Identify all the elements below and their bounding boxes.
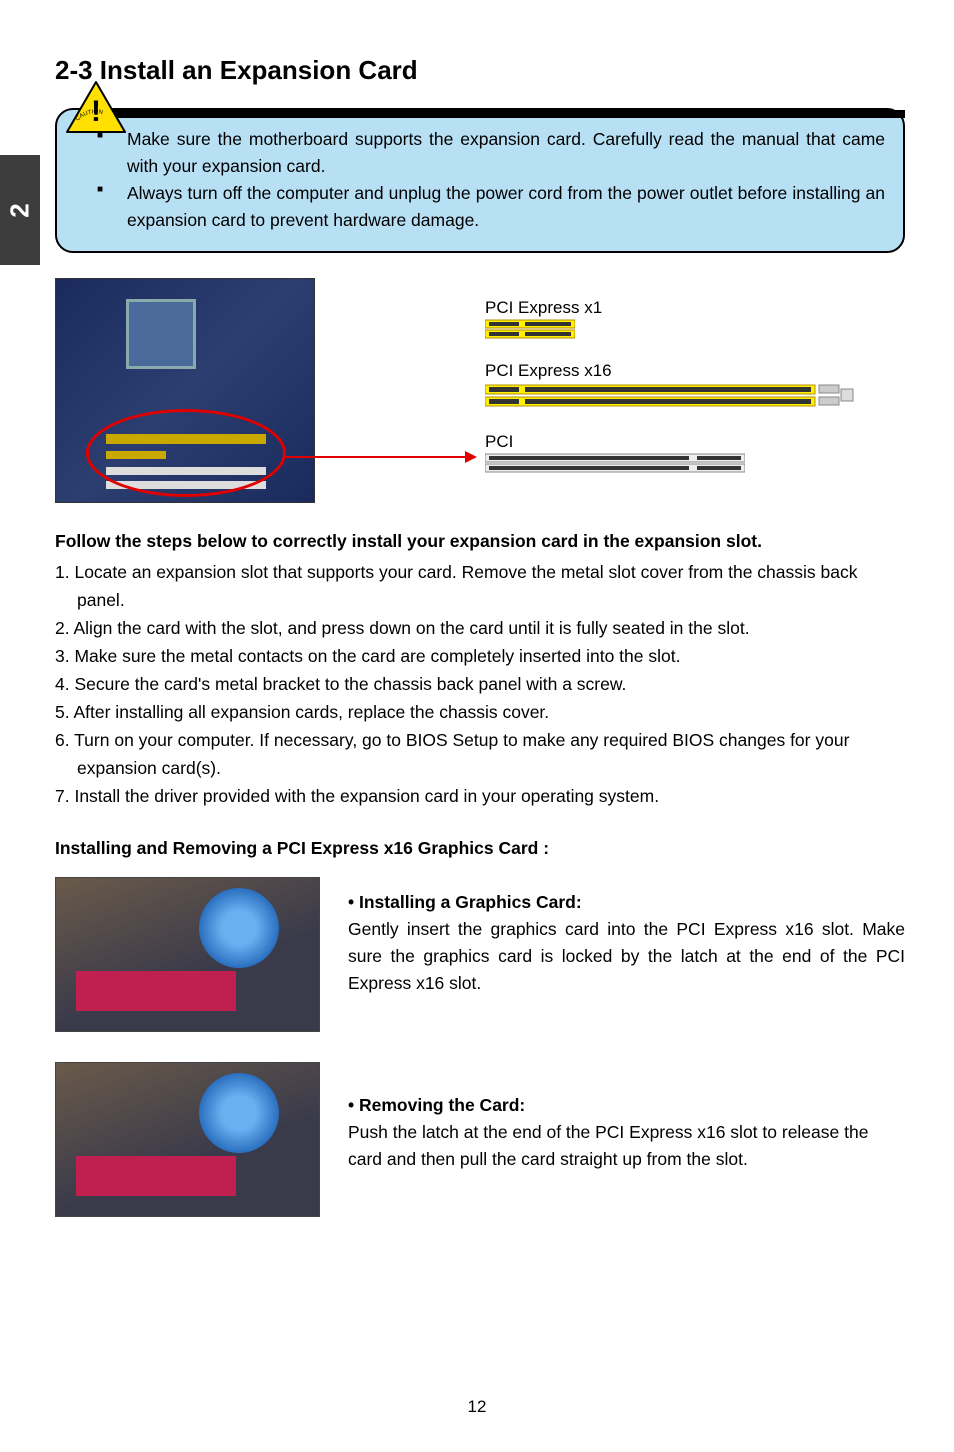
pci-graphic <box>485 452 745 474</box>
step-item: 7. Install the driver provided with the … <box>55 782 905 810</box>
install-steps: 1. Locate an expansion slot that support… <box>55 558 905 810</box>
remove-gfx-text: • Removing the Card: Push the latch at t… <box>348 1062 905 1173</box>
remove-gfx-row: • Removing the Card: Push the latch at t… <box>55 1062 905 1217</box>
caution-box: Make sure the motherboard supports the e… <box>55 108 905 253</box>
page-content: 2-3 Install an Expansion Card ! CAUTION … <box>55 55 905 1247</box>
step-item: 4. Secure the card's metal bracket to th… <box>55 670 905 698</box>
caution-icon: ! CAUTION <box>65 80 127 141</box>
install-gfx-image <box>55 877 320 1032</box>
pcie-x1-graphic <box>485 318 575 340</box>
pci-label: PCI <box>485 432 855 452</box>
gfx-sub-heading: Installing and Removing a PCI Express x1… <box>55 838 905 859</box>
remove-gfx-image <box>55 1062 320 1217</box>
install-gfx-row: • Installing a Graphics Card: Gently ins… <box>55 877 905 1032</box>
caution-item: Make sure the motherboard supports the e… <box>97 126 885 180</box>
chapter-tab: 2 <box>0 155 40 265</box>
motherboard-image <box>55 278 315 503</box>
step-item: 3. Make sure the metal contacts on the c… <box>55 642 905 670</box>
remove-gfx-body: Push the latch at the end of the PCI Exp… <box>348 1119 905 1173</box>
step-item: 6. Turn on your computer. If necessary, … <box>55 726 905 782</box>
slot-section: PCI Express x1 PCI Express x16 <box>55 278 905 503</box>
pcie-x1-label: PCI Express x1 <box>485 298 855 318</box>
arrow-head <box>465 451 477 463</box>
arrow-line <box>285 456 465 458</box>
install-gfx-text: • Installing a Graphics Card: Gently ins… <box>348 877 905 998</box>
chapter-number: 2 <box>5 203 36 217</box>
remove-gfx-title: • Removing the Card: <box>348 1092 905 1119</box>
step-item: 5. After installing all expansion cards,… <box>55 698 905 726</box>
slot-labels: PCI Express x1 PCI Express x16 <box>485 278 855 495</box>
step-item: 2. Align the card with the slot, and pre… <box>55 614 905 642</box>
pcie-x16-graphic <box>485 381 855 411</box>
black-bar <box>93 110 905 118</box>
caution-item: Always turn off the computer and unplug … <box>97 180 885 234</box>
caution-callout: ! CAUTION Make sure the motherboard supp… <box>55 108 905 253</box>
page-number: 12 <box>0 1397 954 1417</box>
steps-heading: Follow the steps below to correctly inst… <box>55 531 905 552</box>
section-title: 2-3 Install an Expansion Card <box>55 55 905 86</box>
install-gfx-body: Gently insert the graphics card into the… <box>348 916 905 997</box>
step-item: 1. Locate an expansion slot that support… <box>55 558 905 614</box>
pcie-x16-label: PCI Express x16 <box>485 361 855 381</box>
install-gfx-title: • Installing a Graphics Card: <box>348 889 905 916</box>
